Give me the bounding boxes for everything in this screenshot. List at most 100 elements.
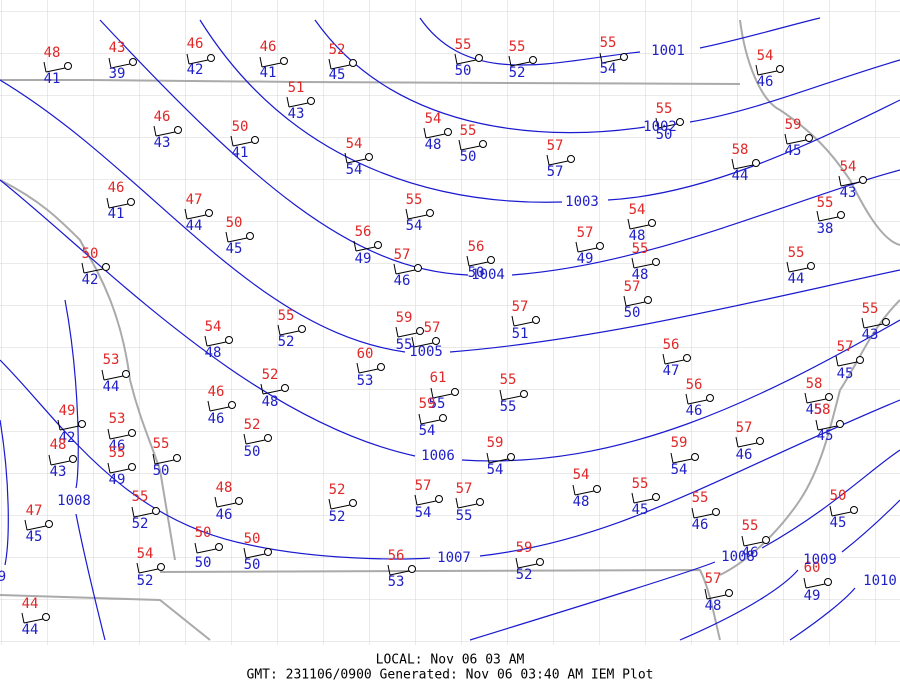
wind-barb [207, 400, 211, 412]
dewpoint: 45 [785, 143, 802, 159]
station-marker [475, 54, 483, 62]
dewpoint: 42 [187, 62, 204, 78]
dewpoint: 45 [329, 67, 346, 83]
station-marker [644, 296, 652, 304]
wind-barb [577, 247, 598, 253]
temperature: 55 [817, 195, 834, 211]
dewpoint: 51 [512, 326, 529, 342]
temperature: 53 [109, 411, 126, 427]
station-marker [307, 97, 315, 105]
wind-barb [786, 139, 807, 145]
wind-barb [389, 570, 410, 576]
temperature: 57 [547, 138, 564, 154]
temperature: 46 [108, 180, 125, 196]
wind-barb [152, 453, 156, 465]
dewpoint: 44 [186, 218, 203, 234]
temperature: 54 [205, 319, 222, 335]
dewpoint: 50 [244, 444, 261, 460]
wind-barb [328, 498, 332, 510]
wind-barb [572, 484, 576, 496]
wind-barb [259, 56, 263, 68]
temperature: 50 [244, 531, 261, 547]
dewpoint: 39 [109, 66, 126, 82]
station-marker [128, 429, 136, 437]
station-marker [712, 508, 720, 516]
wind-barb [243, 547, 247, 559]
wind-barb [737, 442, 758, 448]
wind-barb [468, 261, 489, 267]
station-marker [157, 563, 165, 571]
wind-barb [216, 502, 237, 508]
wind-barb [153, 125, 157, 137]
temperature: 48 [44, 45, 61, 61]
wind-barb [214, 496, 218, 508]
station-marker [152, 507, 160, 515]
station-marker [476, 498, 484, 506]
temperature: 54 [629, 202, 646, 218]
station-marker [365, 153, 373, 161]
station-marker [529, 56, 537, 64]
wind-barb [407, 214, 428, 220]
wind-barb [110, 63, 131, 69]
dewpoint: 49 [804, 588, 821, 604]
wind-barb [194, 542, 198, 554]
wind-barb [108, 203, 129, 209]
wind-barb [232, 141, 253, 147]
temperature: 57 [577, 225, 594, 241]
wind-barb [629, 224, 650, 230]
dewpoint: 50 [195, 555, 212, 571]
isobar-label: 1006 [421, 448, 455, 464]
dewpoint: 46 [686, 403, 703, 419]
footer-gmt: GMT: 231106/0900 Generated: Nov 06 03:40… [247, 668, 654, 683]
temperature: 57 [424, 320, 441, 336]
wind-barb [353, 240, 357, 252]
station-marker [825, 393, 833, 401]
station-marker [281, 384, 289, 392]
dewpoint: 50 [468, 265, 485, 281]
dewpoint: 46 [742, 545, 759, 561]
station-marker [64, 62, 72, 70]
dewpoint: 45 [817, 428, 834, 444]
dewpoint: 47 [663, 363, 680, 379]
wind-barb [508, 55, 512, 67]
temperature: 55 [632, 241, 649, 257]
dewpoint: 43 [288, 106, 305, 122]
station-marker [859, 176, 867, 184]
wind-barb [840, 181, 861, 187]
dewpoint: 45 [806, 402, 823, 418]
station-marker [536, 558, 544, 566]
wind-barb [286, 96, 290, 108]
wind-barb [405, 208, 409, 220]
wind-barb [83, 268, 104, 274]
dewpoint: 48 [573, 494, 590, 510]
dewpoint: 48 [205, 345, 222, 361]
dewpoint: 50 [455, 63, 472, 79]
wind-barb [574, 490, 595, 496]
wind-barb [413, 342, 434, 348]
dewpoint: 53 [388, 574, 405, 590]
wind-barb [687, 399, 708, 405]
temperature: 56 [355, 224, 372, 240]
wind-barb [838, 175, 842, 187]
dewpoint: 41 [44, 71, 61, 87]
wind-barb [48, 454, 52, 466]
footer-local: LOCAL: Nov 06 03 AM [376, 653, 525, 668]
wind-barb [106, 197, 110, 209]
station-marker [349, 59, 357, 67]
station-marker [205, 209, 213, 217]
wind-barb [330, 504, 351, 510]
wind-barb [81, 262, 85, 274]
temperature: 57 [394, 247, 411, 263]
wind-barb [387, 564, 391, 576]
station-marker [593, 485, 601, 493]
temperature: 55 [460, 123, 477, 139]
temperature: 52 [329, 482, 346, 498]
wind-barb [103, 375, 124, 381]
station-marker [264, 434, 272, 442]
temperature: 54 [573, 467, 590, 483]
station-marker [805, 134, 813, 142]
wind-barb [330, 64, 351, 70]
dewpoint: 53 [357, 373, 374, 389]
temperature: 55 [632, 476, 649, 492]
station-marker [69, 455, 77, 463]
